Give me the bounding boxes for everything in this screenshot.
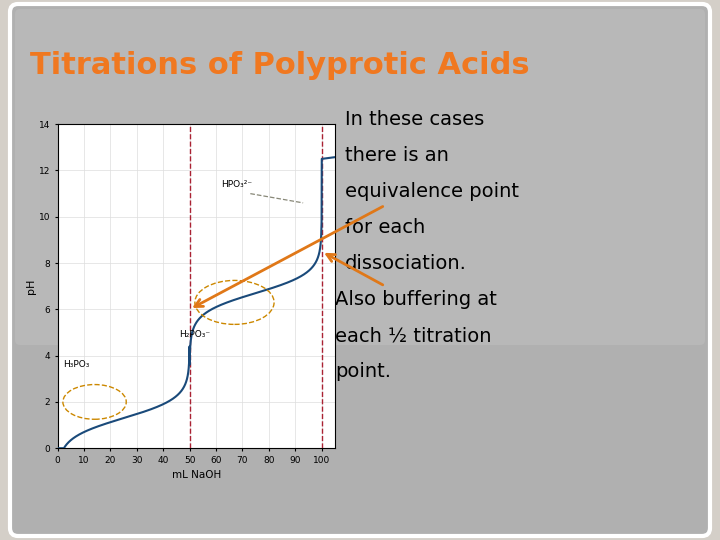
Text: equivalence point: equivalence point xyxy=(345,182,519,201)
Y-axis label: pH: pH xyxy=(26,279,36,294)
Text: HPO₃²⁻: HPO₃²⁻ xyxy=(221,180,253,188)
Text: Also buffering at: Also buffering at xyxy=(335,290,497,309)
Text: for each: for each xyxy=(345,218,426,237)
FancyBboxPatch shape xyxy=(15,9,705,345)
Text: there is an: there is an xyxy=(345,146,449,165)
Text: Titrations of Polyprotic Acids: Titrations of Polyprotic Acids xyxy=(30,51,530,80)
FancyBboxPatch shape xyxy=(10,4,710,536)
Text: dissociation.: dissociation. xyxy=(345,254,467,273)
Text: H₃PO₃: H₃PO₃ xyxy=(63,360,89,369)
Text: H₂PO₃⁻: H₂PO₃⁻ xyxy=(179,330,210,339)
Text: point.: point. xyxy=(335,362,391,381)
Text: In these cases: In these cases xyxy=(345,110,485,129)
X-axis label: mL NaOH: mL NaOH xyxy=(171,470,221,481)
Text: each ½ titration: each ½ titration xyxy=(335,326,492,345)
